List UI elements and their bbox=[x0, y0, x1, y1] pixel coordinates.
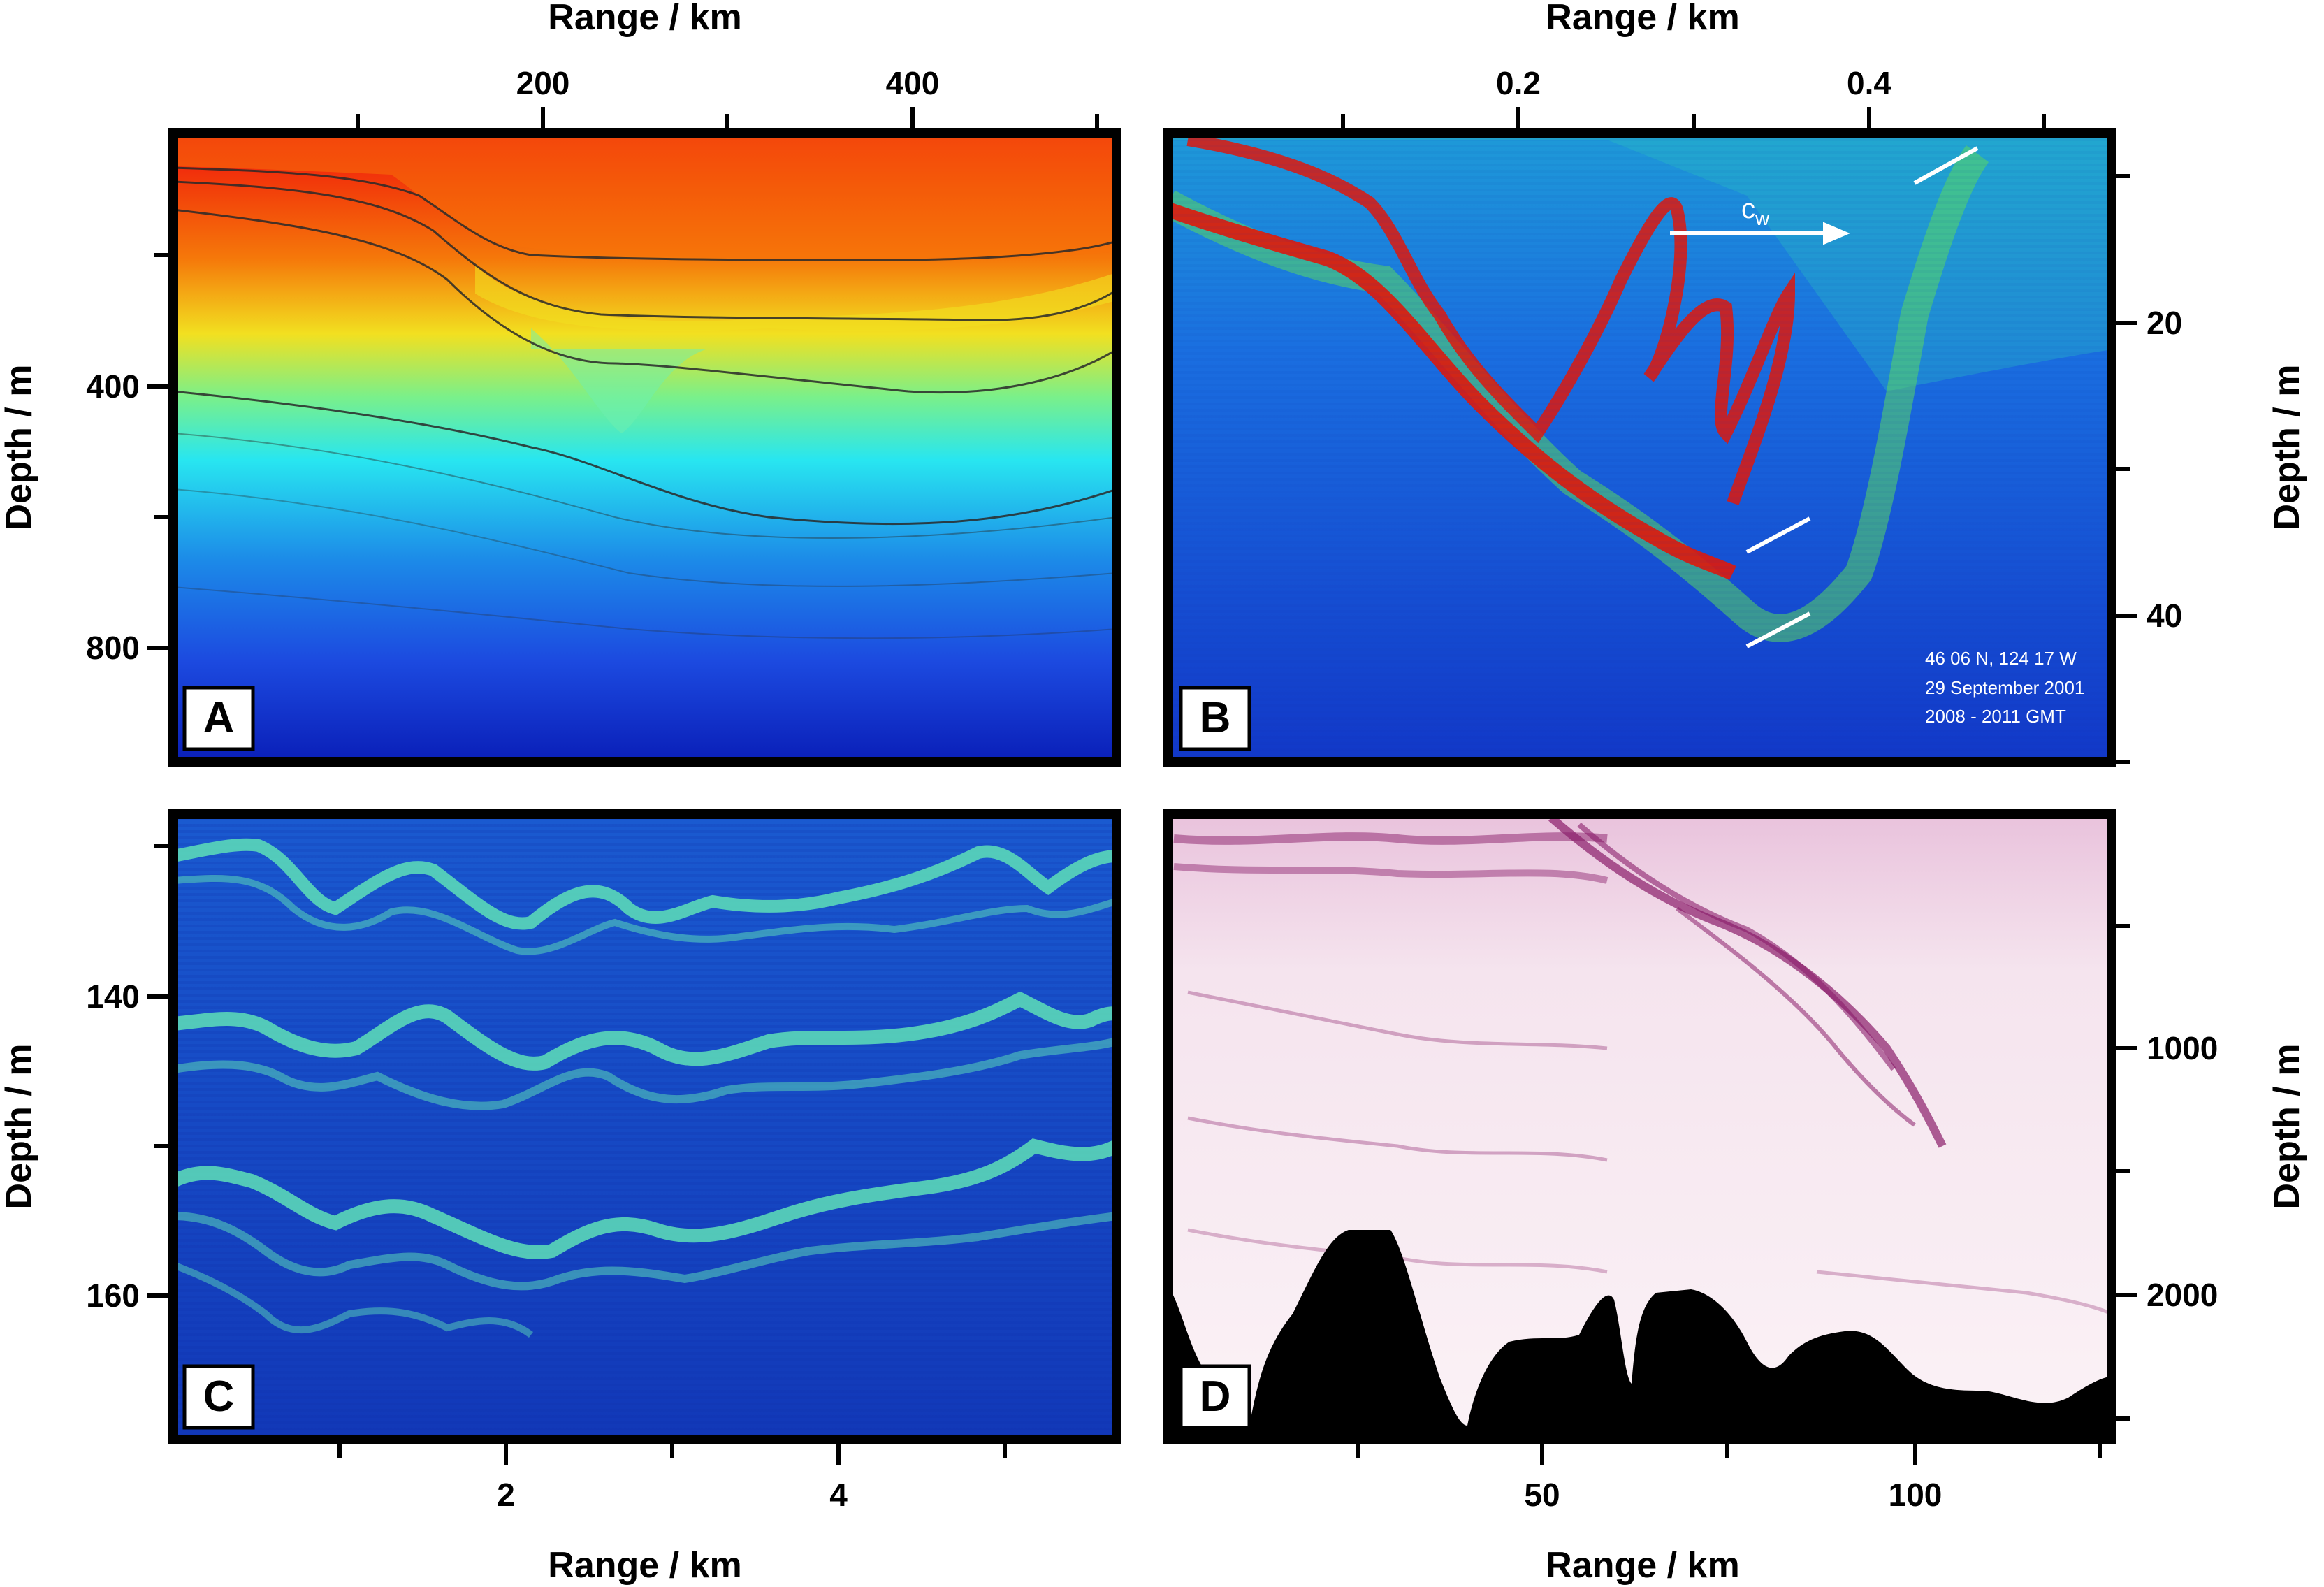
panel-a-contours bbox=[173, 166, 1117, 639]
panel-c-left-tick-160: 160 bbox=[86, 1277, 140, 1314]
panel-d-image bbox=[1168, 814, 2112, 1440]
panel-a: 200 400 Range / km 400 800 Depth / m A bbox=[0, 0, 1121, 767]
panel-d-letter: D bbox=[1200, 1372, 1231, 1421]
panel-c-letter-box bbox=[182, 1364, 255, 1430]
panel-c: 2 4 Range / km 140 160 Depth / m C bbox=[0, 809, 1121, 1586]
panel-d-bottom-axis-label: Range / km bbox=[1546, 1545, 1739, 1586]
panel-c-letter: C bbox=[203, 1372, 235, 1421]
panel-d-right-tick-1000: 1000 bbox=[2147, 1030, 2218, 1066]
panel-c-frame bbox=[168, 809, 1121, 1444]
panel-a-top-axis-label: Range / km bbox=[548, 0, 741, 38]
panel-c-left-tick-140: 140 bbox=[86, 978, 140, 1015]
panel-d-bottom-tick-100: 100 bbox=[1889, 1477, 1942, 1513]
panel-b-top-axis-label: Range / km bbox=[1546, 0, 1739, 38]
panel-c-bottom-axis-label: Range / km bbox=[548, 1545, 741, 1586]
panel-a-top-tick-200: 200 bbox=[516, 65, 570, 101]
panel-d-seafloor bbox=[1168, 1230, 2112, 1440]
panel-c-bottom-tick-2: 2 bbox=[497, 1477, 515, 1513]
panel-c-left-axis-label: Depth / m bbox=[0, 1044, 39, 1210]
panel-b-annotation-3: 2008 - 2011 GMT bbox=[1925, 706, 2066, 727]
panel-d-bottom-ticks bbox=[1356, 1444, 2102, 1465]
panel-b-right-ticks bbox=[2116, 174, 2137, 764]
panel-d-right-tick-2000: 2000 bbox=[2147, 1277, 2218, 1313]
panel-b-top-ticks bbox=[1341, 107, 2046, 128]
panel-b-right-axis-label: Depth / m bbox=[2267, 365, 2307, 530]
panel-b-arrow-label: cw bbox=[1741, 194, 1770, 229]
panel-d-letter-box bbox=[1179, 1364, 1251, 1430]
panel-b-annotation-2: 29 September 2001 bbox=[1925, 677, 2084, 698]
panel-a-image bbox=[173, 133, 1117, 762]
panel-a-frame bbox=[168, 128, 1121, 767]
panel-d-bottom-tick-50: 50 bbox=[1524, 1477, 1560, 1513]
panel-a-top-ticks bbox=[356, 107, 1099, 128]
panel-b-right-tick-40: 40 bbox=[2147, 597, 2182, 634]
panel-b-arrows bbox=[1670, 146, 1979, 648]
panel-c-layers bbox=[173, 838, 1117, 1338]
panel-c-image bbox=[173, 814, 1117, 1440]
panel-c-left-ticks bbox=[147, 844, 168, 1298]
panel-a-left-ticks bbox=[147, 253, 168, 650]
panel-a-left-axis-label: Depth / m bbox=[0, 365, 39, 530]
panel-d-reflectors bbox=[1173, 814, 2112, 1316]
panel-b: cw 46 06 N, 124 17 W 29 September 2001 2… bbox=[1163, 0, 2307, 767]
panel-c-bottom-tick-4: 4 bbox=[829, 1477, 848, 1513]
panel-b-image: cw 46 06 N, 124 17 W 29 September 2001 2… bbox=[1168, 133, 2112, 762]
panel-b-frame bbox=[1163, 128, 2116, 767]
panel-b-annotation-1: 46 06 N, 124 17 W bbox=[1925, 648, 2077, 669]
panel-b-letter-box bbox=[1179, 686, 1251, 751]
panel-d-frame bbox=[1163, 809, 2116, 1444]
panel-a-left-tick-800: 800 bbox=[86, 630, 140, 666]
panel-d-right-axis-label: Depth / m bbox=[2267, 1044, 2307, 1210]
panel-a-left-tick-400: 400 bbox=[86, 368, 140, 405]
panel-b-right-tick-20: 20 bbox=[2147, 305, 2182, 341]
panel-b-top-tick-0-4: 0.4 bbox=[1847, 65, 1891, 101]
panel-b-top-tick-0-2: 0.2 bbox=[1496, 65, 1541, 101]
panel-b-letter: B bbox=[1200, 694, 1231, 742]
panel-d: 50 100 Range / km 1000 2000 Depth / m D bbox=[1163, 809, 2307, 1586]
panel-a-top-tick-400: 400 bbox=[886, 65, 940, 101]
panel-d-right-ticks bbox=[2116, 924, 2137, 1421]
panel-a-letter: A bbox=[203, 694, 235, 742]
panel-c-bottom-ticks bbox=[337, 1444, 1007, 1465]
panel-a-letter-box bbox=[182, 686, 255, 751]
